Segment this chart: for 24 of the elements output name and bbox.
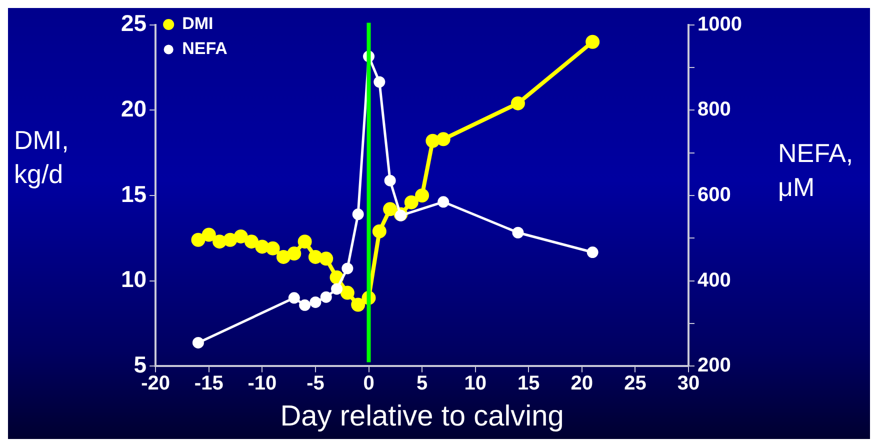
- x-tick-label: 20: [570, 372, 594, 395]
- x-axis-title: Day relative to calving: [280, 400, 564, 433]
- y-tick-label: 10: [120, 266, 147, 292]
- x-tick-label: 0: [363, 372, 374, 395]
- y-tick-label: 20: [120, 95, 147, 122]
- x-tick-label: -5: [306, 372, 324, 395]
- y-tick-label: 25: [120, 10, 147, 36]
- y2-tick-label: 1000: [698, 13, 742, 36]
- y2-tick-label: 800: [698, 98, 731, 121]
- x-tick-label: -10: [248, 372, 277, 395]
- y-tick-label: 15: [120, 180, 147, 207]
- y2-axis-title: NEFA, μM: [778, 137, 854, 204]
- y-axis-title: DMI, kg/d: [14, 124, 70, 191]
- y2-tick-label: 200: [698, 354, 731, 377]
- x-tick-label: 30: [677, 372, 700, 395]
- legend-label: NEFA: [182, 39, 228, 58]
- x-tick-label: 5: [416, 372, 428, 395]
- x-tick-label: 25: [624, 372, 646, 395]
- x-tick-label: -15: [194, 372, 224, 395]
- y2-tick-label: 600: [698, 184, 731, 206]
- x-tick-label: 15: [518, 372, 540, 395]
- legend-label: DMI: [182, 14, 214, 34]
- y2-tick-label: 400: [698, 269, 731, 292]
- x-tick-label: 10: [464, 372, 486, 395]
